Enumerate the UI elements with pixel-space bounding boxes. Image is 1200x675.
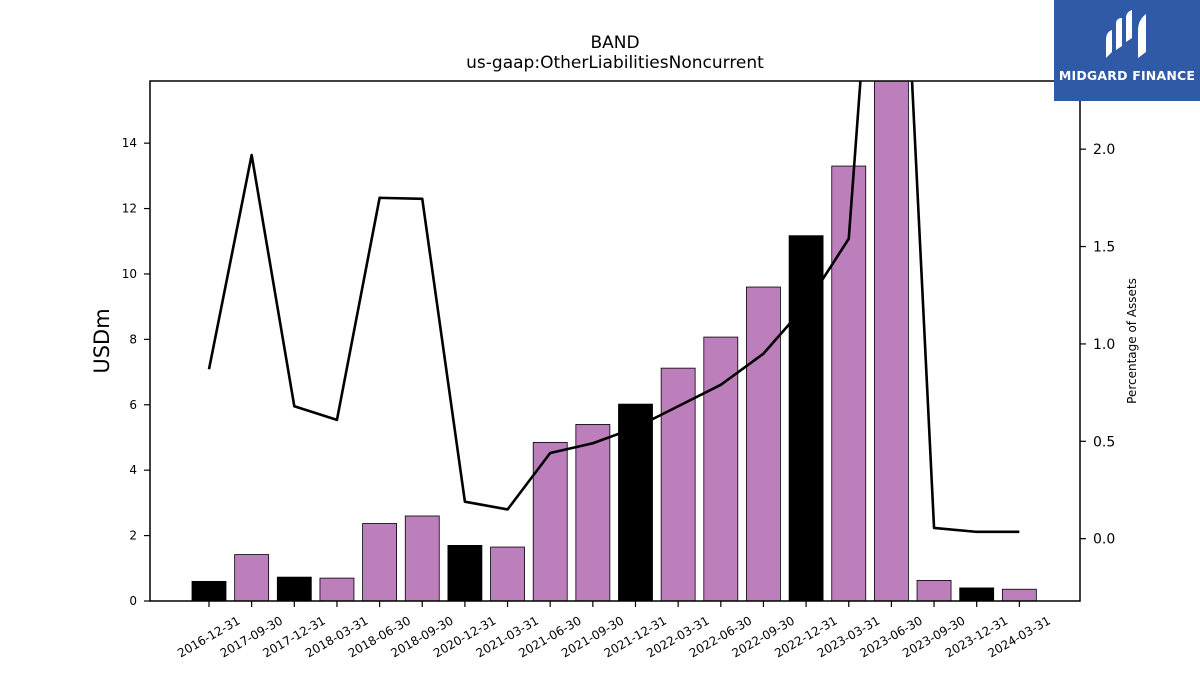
logo-mark-icon [1106,10,1146,58]
bar [916,579,952,601]
y-tick-label: 14 [122,136,137,150]
y-tick-label: 8 [129,332,137,346]
y-tick-label: 12 [122,202,137,216]
plot-area [191,81,1037,601]
bar [234,554,270,601]
bar [362,523,398,601]
y2-axis-label: Percentage of Assets [1125,278,1139,404]
chart-subtitle: us-gaap:OtherLiabilitiesNoncurrent [466,53,764,73]
y-tick-label: 6 [129,398,137,412]
y-tick-label: 0 [129,594,137,608]
bar [618,403,653,601]
y2-tick-label: 0.5 [1093,434,1115,450]
bar [703,336,739,601]
logo-text: MIDGARD FINANCE [1058,68,1196,83]
bar [191,580,227,601]
y2-tick-label: 0.0 [1093,532,1115,548]
chart-title: BAND [590,33,639,53]
bar [404,515,440,601]
y2-tick-label: 1.0 [1093,337,1115,353]
y2-tick-label: 1.5 [1093,240,1115,256]
bar [1001,588,1037,601]
bar [959,587,995,601]
y-tick-label: 4 [129,463,137,477]
bar [532,441,568,601]
bar [490,546,525,601]
bar [874,81,909,601]
y2-tick-label: 2.0 [1093,142,1115,158]
midgard-finance-logo: MIDGARD FINANCE [1054,0,1200,101]
bar [447,545,483,601]
bar [788,235,824,601]
y-tick-label: 2 [129,529,137,543]
bar [276,576,312,601]
line-series [207,81,1020,534]
plot-frame [149,80,1081,602]
bar [575,423,611,601]
bar [319,577,355,601]
y-tick-label: 10 [122,267,137,281]
bar [746,286,781,601]
bar [660,367,696,601]
y-axis-label: USDm [90,308,114,373]
